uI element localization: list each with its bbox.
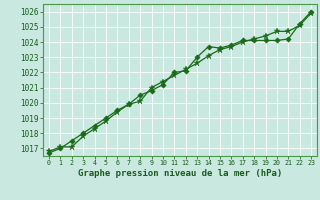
X-axis label: Graphe pression niveau de la mer (hPa): Graphe pression niveau de la mer (hPa) (78, 169, 282, 178)
